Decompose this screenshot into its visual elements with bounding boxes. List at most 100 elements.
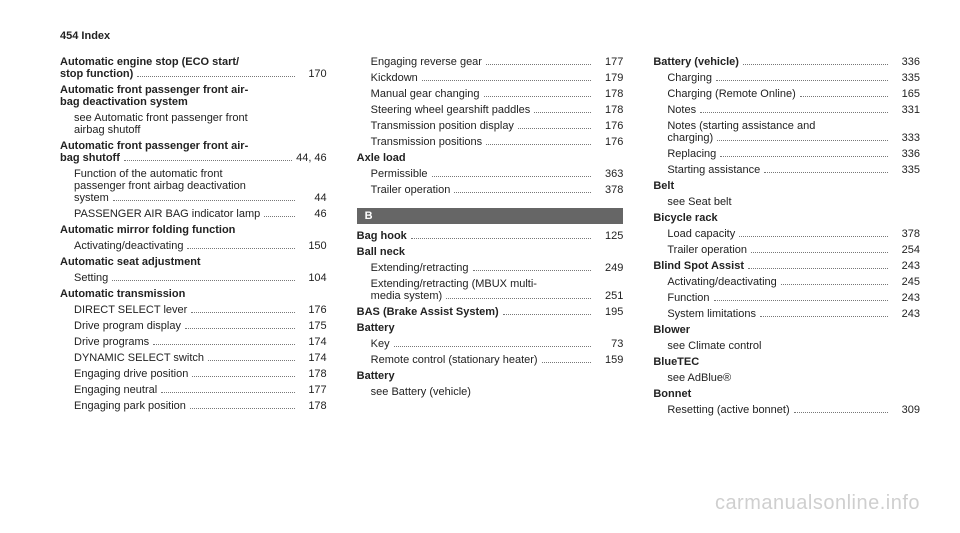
leader-dots [124,160,292,161]
leader-dots [700,112,888,113]
index-entry: Transmission positions176 [357,136,624,148]
index-entry: BlueTEC [653,356,920,368]
index-label: Activating/deactivating [74,240,183,252]
index-line: Blind Spot Assist243 [653,260,920,272]
index-entry: see Battery (vehicle) [357,386,624,398]
page-ref: 195 [595,306,623,318]
index-line: Activating/deactivating245 [653,276,920,288]
index-label: BAS (Brake Assist System) [357,306,499,318]
leader-dots [137,76,294,77]
index-topic: Automatic mirror folding function [60,224,327,236]
index-label: Extending/retracting [371,262,469,274]
index-entry: Steering wheel gearshift paddles178 [357,104,624,116]
watermark: carmanualsonline.info [715,492,920,515]
page-ref: 150 [299,240,327,252]
page-ref: 243 [892,260,920,272]
index-entry: Remote control (stationary heater) 159 [357,354,624,366]
page-ref: 378 [892,228,920,240]
leader-dots [716,80,888,81]
index-line: Transmission position display176 [357,120,624,132]
index-label: bag shutoff [60,152,120,164]
index-label: media system) [371,290,443,302]
index-line: Engaging neutral177 [60,384,327,396]
page-ref: 363 [595,168,623,180]
page-ref: 335 [892,164,920,176]
index-line: Engaging park position178 [60,400,327,412]
page-ref: 159 [595,354,623,366]
index-line: System limitations243 [653,308,920,320]
index-entry: Setting104 [60,272,327,284]
leader-dots [192,376,294,377]
index-line: Drive programs174 [60,336,327,348]
index-line: Permissible363 [357,168,624,180]
index-entry: Bonnet [653,388,920,400]
index-entry: Axle load [357,152,624,164]
index-line: Bag hook125 [357,230,624,242]
index-entry: Automatic front passenger front air-bag … [60,140,327,164]
page-ref: 175 [299,320,327,332]
page-ref: 336 [892,56,920,68]
index-label: Remote control (stationary heater) [371,354,538,366]
page-ref: 243 [892,292,920,304]
index-subentry: see Battery (vehicle) [357,386,624,398]
page-ref: 44, 46 [296,152,327,164]
leader-dots [422,80,592,81]
index-line: media system)251 [357,290,624,302]
leader-dots [208,360,295,361]
leader-dots [113,200,295,201]
index-subentry: Extending/retracting (MBUX multi- [357,278,624,290]
index-topic: Automatic engine stop (ECO start/ [60,56,327,68]
index-topic: BlueTEC [653,356,920,368]
index-entry: Battery [357,370,624,382]
index-label: Drive program display [74,320,181,332]
index-topic: Bonnet [653,388,920,400]
index-entry: Drive program display 175 [60,320,327,332]
index-line: Activating/deactivating 150 [60,240,327,252]
page-ref: 176 [299,304,327,316]
index-line: Setting104 [60,272,327,284]
index-label: Notes [667,104,696,116]
index-label: Load capacity [667,228,735,240]
leader-dots [794,412,888,413]
index-line: DYNAMIC SELECT switch174 [60,352,327,364]
index-line: Manual gear changing178 [357,88,624,100]
index-subentry: see Climate control [653,340,920,352]
index-topic: Battery [357,370,624,382]
index-entry: Function of the automatic frontpassenger… [60,168,327,204]
page-ref: 44 [299,192,327,204]
index-entry: Drive programs174 [60,336,327,348]
index-line: DIRECT SELECT lever176 [60,304,327,316]
index-entry: see Automatic front passenger frontairba… [60,112,327,136]
page-ref: 309 [892,404,920,416]
index-line: bag shutoff 44, 46 [60,152,327,164]
index-entry: System limitations243 [653,308,920,320]
index-entry: Bicycle rack [653,212,920,224]
leader-dots [542,362,592,363]
index-entry: Manual gear changing178 [357,88,624,100]
index-entry: Automatic engine stop (ECO start/stop fu… [60,56,327,80]
index-line: Battery (vehicle)336 [653,56,920,68]
index-label: Setting [74,272,108,284]
index-line: Load capacity 378 [653,228,920,240]
index-entry: BAS (Brake Assist System) 195 [357,306,624,318]
index-columns: Automatic engine stop (ECO start/stop fu… [60,56,920,420]
index-line: charging)333 [653,132,920,144]
column-2: Engaging reverse gear177Kickdown179Manua… [357,56,624,420]
leader-dots [112,280,294,281]
page-number: 454 [60,30,78,42]
index-entry: see Climate control [653,340,920,352]
index-entry: Activating/deactivating245 [653,276,920,288]
leader-dots [486,144,591,145]
index-line: Drive program display 175 [60,320,327,332]
page-ref: 46 [299,208,327,220]
page-ref: 178 [299,368,327,380]
index-entry: Engaging neutral177 [60,384,327,396]
index-line: Replacing336 [653,148,920,160]
index-line: Steering wheel gearshift paddles178 [357,104,624,116]
index-line: Charging335 [653,72,920,84]
index-line: stop function)170 [60,68,327,80]
leader-dots [484,96,592,97]
index-line: Engaging reverse gear177 [357,56,624,68]
index-entry: Automatic front passenger front air-bag … [60,84,327,108]
leader-dots [191,312,294,313]
